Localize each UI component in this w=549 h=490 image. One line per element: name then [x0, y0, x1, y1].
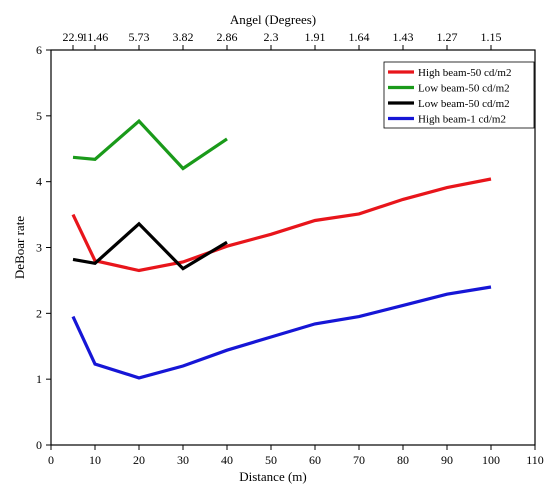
x-tick-label: 30 [177, 453, 189, 467]
y-axis-title: DeBoar rate [12, 216, 27, 279]
top-tick-label: 1.64 [349, 30, 370, 44]
x-tick-label: 10 [89, 453, 101, 467]
top-axis-title: Angel (Degrees) [230, 12, 316, 27]
top-tick-label: 2.86 [217, 30, 238, 44]
y-tick-label: 4 [36, 175, 42, 189]
top-tick-label: 1.27 [437, 30, 458, 44]
x-tick-label: 100 [482, 453, 500, 467]
x-tick-label: 80 [397, 453, 409, 467]
series-line-1 [72, 118, 228, 171]
legend-label: Low beam-50 cd/m2 [418, 98, 510, 110]
x-tick-label: 60 [309, 453, 321, 467]
x-tick-label: 40 [221, 453, 233, 467]
top-tick-label: 11.46 [82, 30, 109, 44]
y-tick-label: 3 [36, 241, 42, 255]
y-tick-label: 5 [36, 109, 42, 123]
top-tick-label: 1.91 [305, 30, 326, 44]
legend-label: High beam-1 cd/m2 [418, 114, 506, 126]
x-tick-label: 0 [48, 453, 54, 467]
x-tick-label: 110 [526, 453, 544, 467]
top-tick-label: 22.9 [63, 30, 84, 44]
y-tick-label: 2 [36, 306, 42, 320]
y-tick-label: 6 [36, 43, 42, 57]
series-line-3 [71, 285, 492, 380]
legend-label: Low beam-50 cd/m2 [418, 83, 510, 95]
x-tick-label: 70 [353, 453, 365, 467]
y-tick-label: 0 [36, 438, 42, 452]
x-tick-label: 20 [133, 453, 145, 467]
top-tick-label: 2.3 [264, 30, 279, 44]
top-tick-label: 1.43 [393, 30, 414, 44]
y-tick-label: 1 [36, 372, 42, 386]
series-line-0 [71, 177, 492, 273]
legend-label: High beam-50 cd/m2 [418, 67, 511, 79]
top-tick-label: 5.73 [129, 30, 150, 44]
top-tick-label: 3.82 [173, 30, 194, 44]
x-axis-title: Distance (m) [239, 469, 307, 484]
top-tick-label: 1.15 [481, 30, 502, 44]
series-line-2 [72, 221, 228, 271]
x-tick-label: 50 [265, 453, 277, 467]
x-tick-label: 90 [441, 453, 453, 467]
